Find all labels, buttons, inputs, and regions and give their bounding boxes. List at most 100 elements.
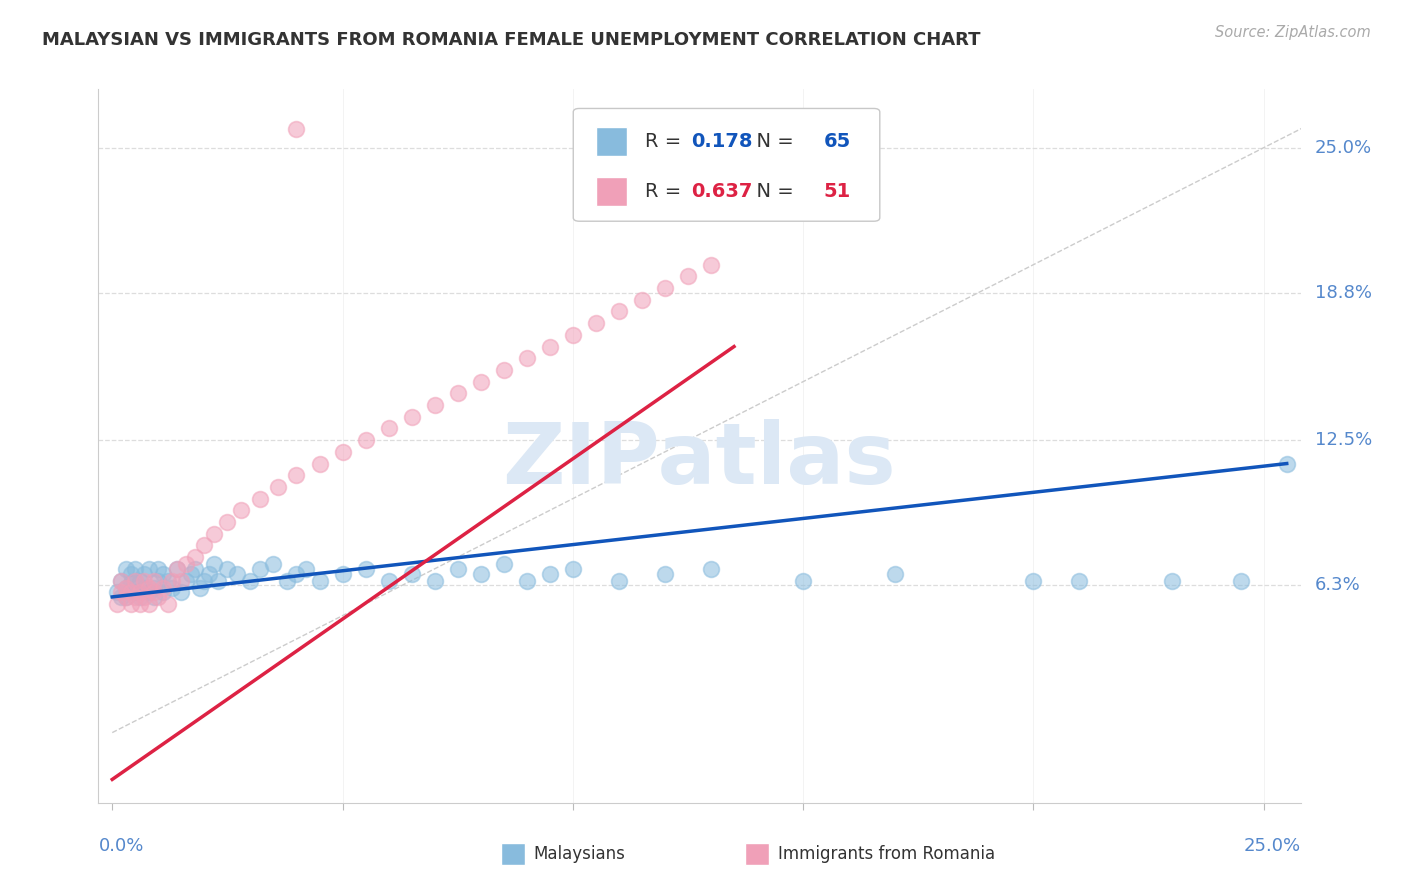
Point (134, 581, 156, 595)
Point (447, 386, 470, 401)
Point (202, 526, 225, 541)
Point (170, 585, 193, 599)
Point (110, 574, 132, 588)
FancyBboxPatch shape (574, 109, 880, 221)
Point (138, 562, 160, 576)
Point (470, 375, 492, 389)
Point (115, 562, 138, 576)
FancyBboxPatch shape (596, 128, 627, 156)
Text: N =: N = (744, 132, 800, 151)
Point (128, 590, 150, 604)
Point (110, 585, 132, 599)
Point (294, 562, 316, 576)
Point (1160, 574, 1182, 588)
Point (202, 557, 225, 571)
Point (231, 503, 253, 517)
Point (249, 562, 271, 576)
Text: 12.5%: 12.5% (1315, 431, 1372, 450)
Text: R =: R = (645, 182, 688, 201)
Point (138, 585, 160, 599)
Point (174, 574, 197, 588)
Point (377, 421, 399, 435)
Point (148, 562, 170, 576)
Point (120, 566, 142, 581)
Point (148, 590, 170, 604)
Point (105, 597, 128, 611)
Point (120, 575, 142, 590)
Point (285, 122, 308, 136)
Point (166, 562, 188, 576)
Point (262, 557, 284, 571)
Text: Source: ZipAtlas.com: Source: ZipAtlas.com (1215, 25, 1371, 40)
Point (124, 574, 146, 588)
Point (160, 581, 183, 595)
Point (884, 566, 907, 581)
Point (115, 590, 138, 604)
Point (516, 351, 538, 366)
Point (607, 574, 630, 588)
Text: 65: 65 (824, 132, 851, 151)
Point (105, 585, 128, 599)
Point (170, 574, 193, 588)
Point (423, 574, 446, 588)
Text: Malaysians: Malaysians (534, 846, 626, 863)
Point (285, 468, 308, 483)
Point (142, 581, 165, 595)
Point (134, 590, 156, 604)
Point (156, 597, 179, 611)
Point (193, 538, 215, 552)
Point (1022, 574, 1045, 588)
Point (267, 480, 290, 494)
Point (401, 566, 423, 581)
Point (128, 574, 150, 588)
Point (142, 574, 165, 588)
Point (124, 585, 146, 599)
Point (308, 457, 330, 471)
Point (607, 304, 630, 318)
Text: 25.0%: 25.0% (1315, 138, 1372, 157)
Point (700, 258, 723, 272)
Point (198, 566, 221, 581)
Point (124, 590, 146, 604)
Point (1069, 574, 1091, 588)
Point (128, 585, 150, 599)
Point (128, 597, 150, 611)
Point (654, 566, 676, 581)
Point (354, 562, 377, 576)
Point (792, 574, 814, 588)
Point (124, 574, 146, 588)
Point (115, 581, 138, 595)
Point (538, 340, 561, 354)
Point (184, 562, 207, 576)
Point (152, 585, 174, 599)
Point (142, 590, 165, 604)
Point (401, 409, 423, 424)
Point (193, 574, 215, 588)
Text: 51: 51 (824, 182, 851, 201)
Point (120, 585, 142, 599)
Point (492, 557, 515, 571)
Point (184, 550, 207, 565)
Point (120, 597, 142, 611)
Point (332, 445, 354, 459)
Point (561, 327, 583, 342)
Point (561, 562, 583, 576)
Point (470, 566, 492, 581)
Text: ZIPatlas: ZIPatlas (502, 418, 897, 502)
Point (308, 574, 330, 588)
Point (1275, 457, 1298, 471)
Text: 0.0%: 0.0% (98, 837, 143, 855)
Point (124, 562, 146, 576)
Point (700, 562, 723, 576)
Text: 25.0%: 25.0% (1243, 837, 1301, 855)
Point (249, 491, 271, 506)
Point (285, 566, 308, 581)
Point (160, 574, 183, 588)
FancyBboxPatch shape (745, 844, 769, 865)
Point (110, 574, 132, 588)
Point (115, 581, 138, 595)
Point (217, 562, 239, 576)
Point (492, 363, 515, 377)
Text: 6.3%: 6.3% (1315, 576, 1361, 594)
Point (423, 398, 446, 412)
